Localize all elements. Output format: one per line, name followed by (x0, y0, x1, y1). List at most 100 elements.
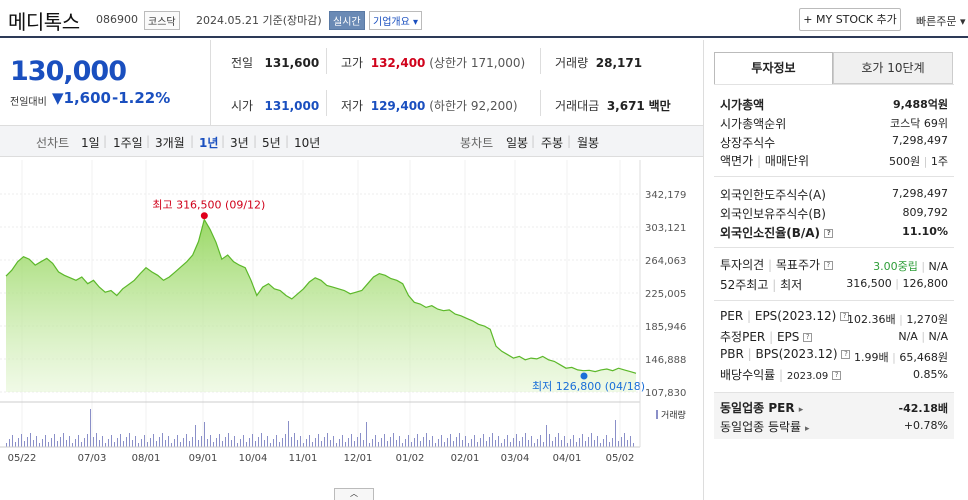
candle-monthly[interactable]: 월봉 (577, 136, 600, 150)
help-icon[interactable]: ? (824, 229, 834, 238)
period-1w[interactable]: 1주일 (113, 136, 143, 150)
volume-bar (450, 434, 451, 447)
volume-bar (270, 443, 271, 447)
chevron-right-icon: ▸ (804, 424, 810, 434)
help-icon[interactable]: ? (832, 371, 842, 380)
volume-bar (90, 409, 91, 447)
stock-name: 메디톡스 (8, 10, 80, 34)
price-chart[interactable]: 342,179 303,121 264,063 225,005 185,946 146,8… (0, 160, 703, 500)
period-3m[interactable]: 3개월 (155, 136, 185, 150)
volume-bar (306, 439, 307, 447)
help-icon[interactable]: ? (841, 350, 851, 359)
industry-per-label[interactable]: 동일업종 PER ▸ (720, 401, 804, 415)
period-1d[interactable]: 1일 (81, 136, 100, 150)
volume-bar (204, 422, 205, 447)
divider (326, 48, 327, 74)
volume-bar (147, 442, 148, 447)
price-line (5, 217, 637, 374)
volume-bar (609, 442, 610, 447)
volume-bar (405, 439, 406, 447)
volume-bar (60, 437, 61, 447)
y-tick-label: 146,888 (645, 355, 686, 366)
divider (540, 48, 541, 74)
x-tick-label: 11/01 (289, 453, 318, 464)
y-tick-label: 225,005 (645, 289, 686, 300)
help-icon[interactable]: ? (823, 261, 833, 270)
industry-rate-label[interactable]: 동일업종 등락률 ▸ (720, 420, 810, 434)
divider (540, 90, 541, 116)
volume-bar (441, 435, 442, 447)
help-icon[interactable]: ? (803, 333, 813, 342)
volume-bar (525, 433, 526, 447)
volume-bar (630, 436, 631, 447)
trade-amount: 거래대금 3,671 백만 (555, 99, 671, 113)
low-price: 저가 129,400 (하한가 92,200) (341, 99, 518, 113)
quote-date: 2024.05.21 기준(장마감) (196, 14, 322, 27)
volume-bar (573, 435, 574, 447)
help-icon[interactable]: ? (840, 312, 850, 321)
add-mystock-button[interactable]: + MY STOCK 추가 (799, 8, 901, 31)
y-tick-label: 264,063 (645, 256, 686, 267)
company-overview-button[interactable]: 기업개요 ▾ (369, 11, 423, 30)
volume-bar (612, 438, 613, 447)
candle-weekly[interactable]: 주봉 (541, 136, 564, 150)
volume-bar (267, 436, 268, 447)
volume-bar (72, 443, 73, 447)
volume-bar (213, 442, 214, 447)
x-tick-label: 09/01 (189, 453, 218, 464)
realtime-button[interactable]: 실시간 (329, 11, 365, 30)
tab-invest-info[interactable]: 투자정보 (714, 52, 833, 84)
volume-bar (600, 443, 601, 447)
chart-toggle-button[interactable]: ︿ (334, 488, 374, 500)
industry-box (714, 393, 954, 439)
volume-bar (333, 436, 334, 447)
fast-order-button[interactable]: 빠른주문 ▾ (916, 15, 966, 28)
volume-bar (606, 435, 607, 447)
volume: 거래량 28,171 (555, 56, 643, 70)
candle-chart-label: 봉차트 (460, 136, 494, 150)
volume-bar (168, 436, 169, 447)
per-eps: 102.36배 | 1,270원 (847, 313, 948, 326)
y-axis-ticks: 342,179 303,121 264,063 225,005 185,946 146,8… (645, 190, 686, 399)
separator: | (221, 134, 226, 148)
volume-bar (24, 441, 25, 447)
volume-bar (153, 434, 154, 447)
volume-bar (150, 438, 151, 447)
separator: | (285, 134, 290, 148)
stock-header (0, 0, 968, 38)
period-5y[interactable]: 5년 (262, 136, 281, 150)
volume-bar (372, 439, 373, 447)
volume-bar (495, 440, 496, 447)
volume-bar (363, 440, 364, 447)
candle-daily[interactable]: 일봉 (506, 136, 529, 150)
volume-bar (243, 435, 244, 447)
volume-bar (258, 437, 259, 447)
volume-bar (381, 438, 382, 447)
volume-bar (591, 433, 592, 447)
volume-bar (489, 437, 490, 447)
volume-bar (141, 439, 142, 447)
volume-bar (189, 441, 190, 447)
period-10y[interactable]: 10년 (294, 136, 321, 150)
foreign-ratio-label: 외국인소진율(B/A) ? (720, 224, 834, 241)
low-annotation: 최저 126,800 (04/18) (532, 380, 645, 393)
volume-bar (498, 436, 499, 447)
volume-bar (552, 441, 553, 447)
tab-hoga[interactable]: 호가 10단계 (833, 52, 953, 84)
dividend-label: 배당수익률 | 2023.09 ? (720, 366, 842, 383)
volume-bar (198, 440, 199, 447)
volume-bar (327, 433, 328, 447)
volume-bar (39, 443, 40, 447)
y-tick-label: 185,946 (645, 322, 686, 333)
period-3y[interactable]: 3년 (230, 136, 249, 150)
period-1y[interactable]: 1년 (199, 136, 219, 150)
volume-bar (108, 439, 109, 447)
x-tick-label: 10/04 (239, 453, 268, 464)
low-point-marker (580, 372, 588, 380)
volume-bar (294, 433, 295, 447)
volume-bar (309, 435, 310, 447)
volume-bar (540, 435, 541, 447)
volume-bar (30, 433, 31, 447)
volume-bar (21, 434, 22, 447)
volume-bar (444, 442, 445, 447)
